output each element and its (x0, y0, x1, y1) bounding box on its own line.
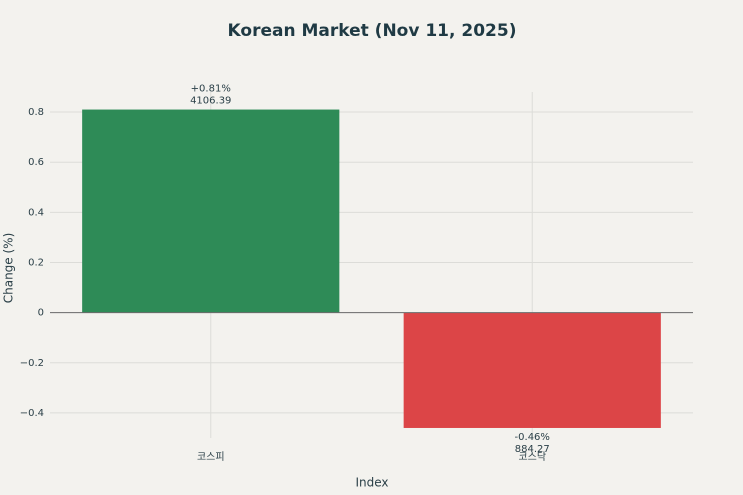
y-tick-label: 0.6 (28, 157, 44, 168)
y-tick-label: 0.4 (28, 207, 44, 218)
x-tick-label: 코스닥 (518, 451, 546, 463)
index-level-label: 4106.39 (190, 96, 231, 107)
bar (82, 109, 340, 313)
value-label: +0.81% (191, 84, 231, 95)
y-tick-label: 0 (38, 308, 44, 319)
value-label: -0.46% (515, 432, 550, 443)
y-tick-label: −0.4 (20, 408, 44, 419)
x-tick-label: 코스피 (197, 451, 225, 463)
y-tick-label: 0.2 (28, 257, 44, 268)
chart-title: Korean Market (Nov 11, 2025) (228, 21, 517, 41)
x-axis-title: Index (355, 476, 388, 490)
y-tick-label: −0.2 (20, 358, 44, 369)
y-axis-title: Change (%) (2, 233, 16, 304)
y-tick-label: 0.8 (28, 107, 44, 118)
bar (403, 312, 661, 428)
index-level-label: 884.27 (515, 444, 550, 455)
